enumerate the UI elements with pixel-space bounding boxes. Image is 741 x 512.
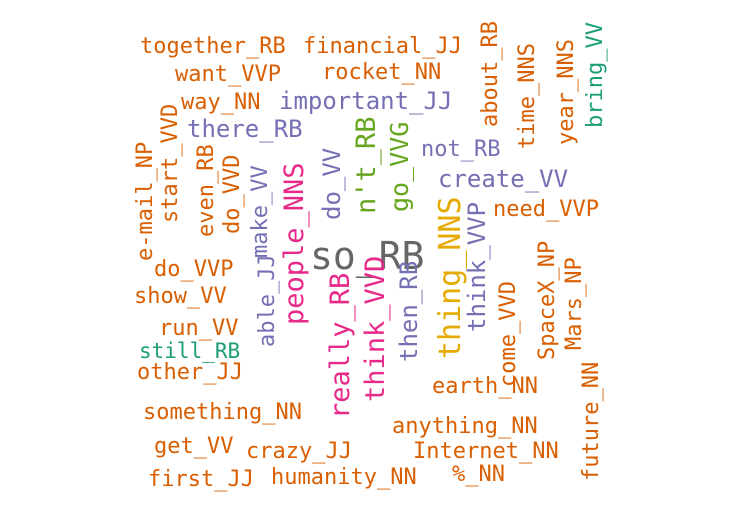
word-want-vvp: want_VVP (175, 62, 281, 87)
word-about-rb: about_RB (478, 21, 503, 127)
word-internet-nn: Internet_NN (413, 439, 559, 464)
word-do-vvd: do_VVD (220, 155, 245, 235)
word-able-jj: able_JJ (255, 254, 280, 347)
word-come-vvd: come_VVD (496, 281, 521, 387)
word-time-nns: time_NNS (515, 43, 540, 149)
word-need-vvp: need_VVP (493, 197, 599, 222)
word-get-vv: get_VV (154, 434, 234, 459)
word-something-nn: something_NN (143, 400, 302, 425)
word-earth-nn: earth_NN (432, 374, 538, 399)
word-really-rb: really_RB (325, 273, 356, 420)
word-create-vv: create_VV (438, 165, 569, 193)
word-run-vv: run_VV (159, 316, 239, 341)
word-important-jj: important_JJ (279, 87, 453, 115)
word-way-nn: way_NN (181, 90, 261, 115)
word-future-nn: future_NN (579, 362, 604, 482)
word-thing-nns: thing_NNS (433, 196, 468, 359)
word-there-rb: there_RB (187, 115, 303, 143)
word-do-vvp: do_VVP (154, 257, 234, 282)
word-first-jj: first_JJ (148, 467, 254, 492)
word-even-rb: even_RB (194, 144, 219, 237)
word-do-vv: do_VV (318, 148, 346, 221)
word-nt-rb: n't_RB (351, 116, 382, 214)
word-mars-np: Mars_NP (562, 257, 587, 350)
word-spacex-np: SpaceX_NP (535, 241, 560, 361)
word-bring-vv: bring_VV (583, 22, 608, 128)
word-so-rb: so_RB (310, 234, 425, 278)
word-think-vvd: think_VVD (360, 256, 391, 403)
word-start-vvd: start_VVD (158, 104, 183, 224)
word-percent-nn: %_NN (452, 462, 505, 487)
word-go-vvg: go_VVG (385, 122, 414, 213)
word-make-vv: make_VV (248, 165, 273, 258)
word-anything-nn: anything_NN (392, 414, 538, 439)
word-show-vv: show_VV (134, 284, 227, 309)
word-year-nns: year_NNS (554, 39, 579, 145)
word-together-rb: together_RB (140, 34, 286, 59)
word-crazy-jj: crazy_JJ (246, 439, 352, 464)
word-rocket-nn: rocket_NN (322, 60, 442, 85)
word-not-rb: not_RB (421, 137, 501, 162)
word-then-rb: then_RB (395, 261, 423, 363)
word-email-np: e-mail_NP (133, 142, 158, 262)
word-people-nns: people_NNS (279, 162, 310, 325)
word-think-vvp: think_VVP (463, 202, 491, 333)
word-still-rb: still_RB (139, 339, 241, 363)
word-humanity-nn: humanity_NN (271, 465, 417, 490)
word-other-jj: other_JJ (137, 360, 243, 385)
word-financial-jj: financial_JJ (303, 34, 462, 59)
